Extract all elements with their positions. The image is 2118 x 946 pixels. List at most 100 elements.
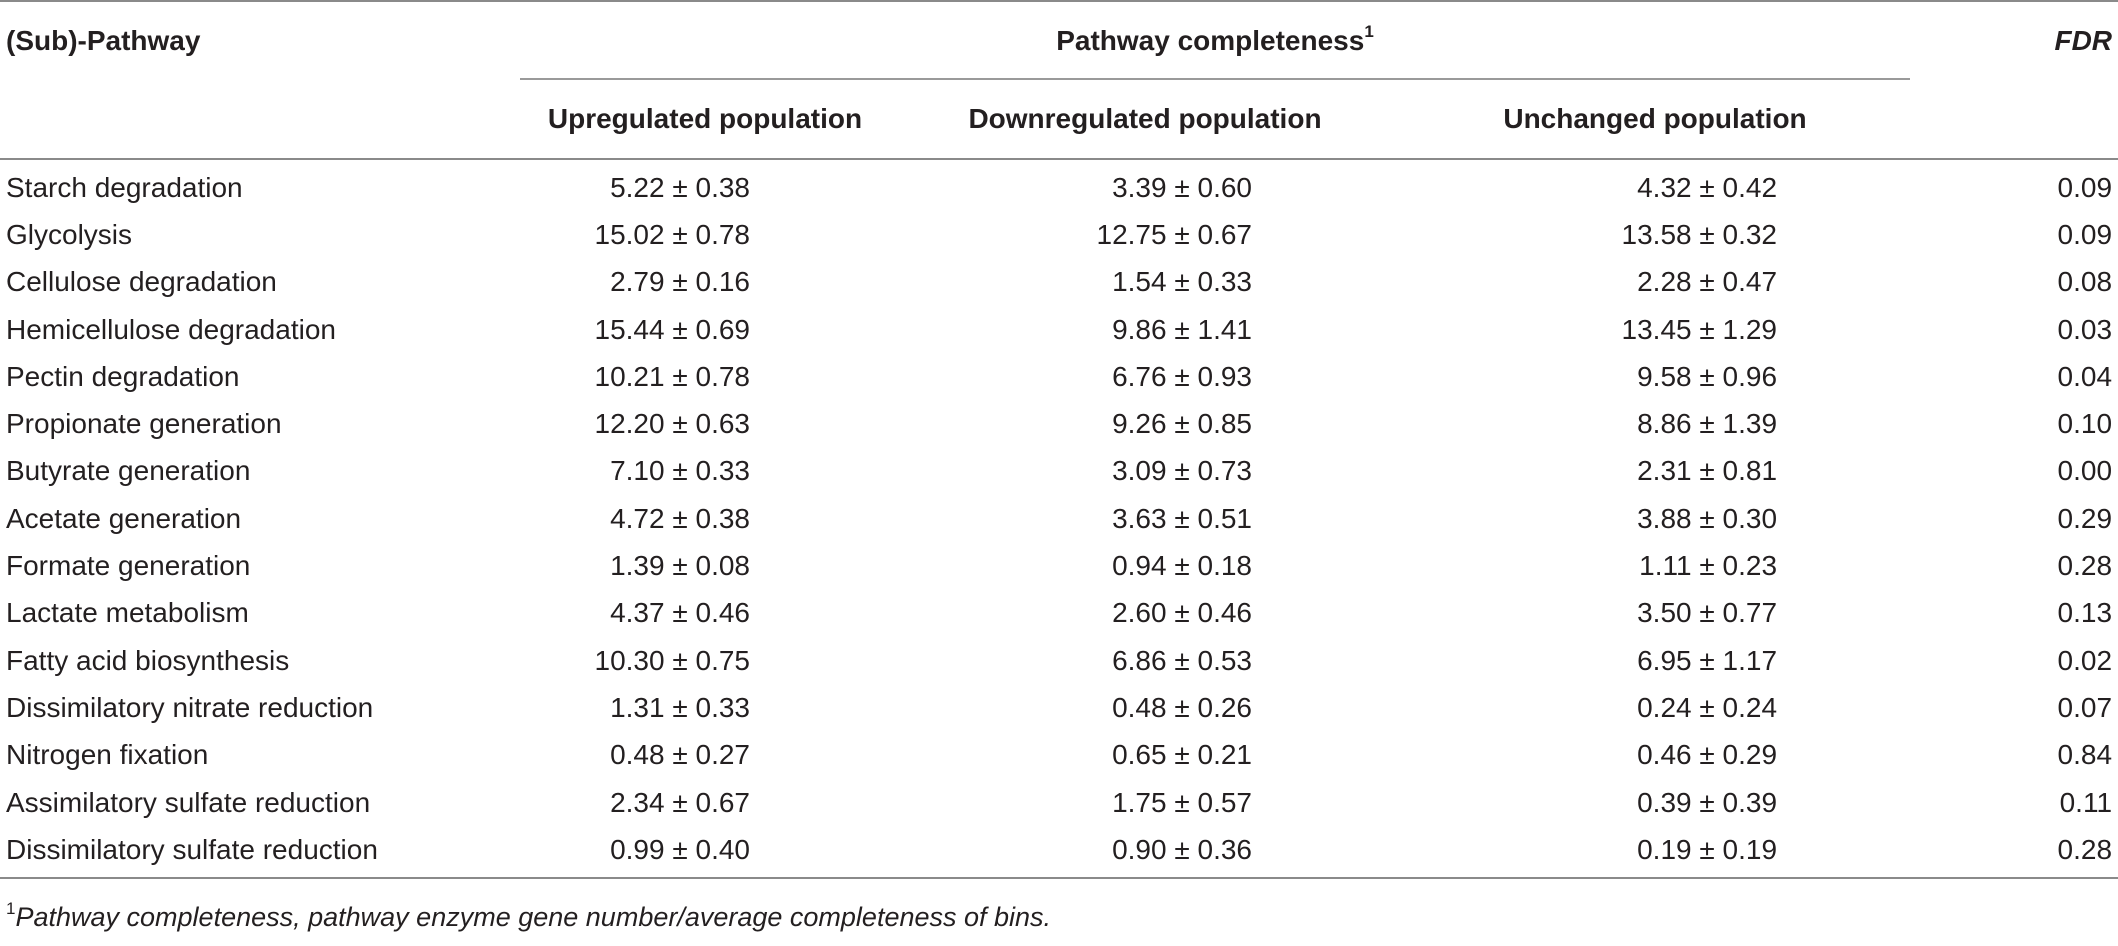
header-empty-path: [0, 80, 520, 160]
cell-downregulated: 9.26 ± 0.85: [1112, 408, 1252, 440]
header-fdr: FDR: [1910, 0, 2118, 80]
cell-downregulated: 2.60 ± 0.46: [1112, 597, 1252, 629]
cell-fdr: 0.28: [1910, 826, 2118, 880]
cell-pathway: Glycolysis: [6, 218, 133, 250]
cell-upregulated: 1.39 ± 0.08: [610, 550, 750, 582]
cell-fdr: 0.04: [2057, 360, 2113, 392]
cell-unchanged: 1.11 ± 0.23: [1639, 550, 1778, 582]
header-downregulated: Downregulated population: [890, 80, 1400, 160]
cell-pathway: Starch degradation: [6, 171, 243, 203]
table-row: Hemicellulose degradation 15.44 ± 0.69 9.8…: [0, 306, 2118, 353]
header-empty-fdr: [1910, 80, 2118, 160]
cell-unchanged: 2.31 ± 0.81: [1637, 455, 1778, 487]
pathway-table-container: (Sub)-Pathway Pathway completeness1 FDR …: [0, 0, 2118, 880]
cell-unchanged: 0.39 ± 0.39: [1637, 786, 1778, 818]
cell-fdr: 0.07: [2057, 691, 2113, 723]
cell-unchanged: 0.19 ± 0.19: [1400, 826, 1911, 880]
cell-upregulated: 4.72 ± 0.38: [610, 502, 750, 534]
cell-pathway: Pectin degradation: [6, 360, 240, 392]
cell-downregulated: 3.39 ± 0.60: [1112, 171, 1252, 203]
cell-downregulated: 1.54 ± 0.33: [1112, 266, 1252, 298]
header-row-group: (Sub)-Pathway Pathway completeness1 FDR: [0, 0, 2118, 80]
cell-fdr: 0.08: [2057, 266, 2113, 298]
cell-fdr: 0.09: [2057, 171, 2113, 203]
table-row: Acetate generation 4.72 ± 0.38 3.63 ± 0.51…: [0, 495, 2118, 542]
cell-fdr: 0.02: [2057, 644, 2113, 676]
cell-upregulated: 10.30 ± 0.75: [594, 644, 751, 676]
cell-pathway: Lactate metabolism: [6, 597, 249, 629]
table-row: Nitrogen fixation 0.48 ± 0.27 0.65 ± 0.21 0…: [0, 732, 2118, 779]
cell-unchanged: 0.46 ± 0.29: [1637, 739, 1778, 771]
cell-downregulated: 6.86 ± 0.53: [1112, 644, 1252, 676]
table-row: Dissimilatory sulfate reduction 0.99 ± 0.…: [0, 826, 2118, 880]
table-row: Assimilatory sulfate reduction 2.34 ± 0.6…: [0, 779, 2118, 826]
table-body: Starch degradation 5.22 ± 0.38 3.39 ± 0.60…: [0, 159, 2118, 880]
header-pathway-completeness-label: Pathway completeness: [1056, 25, 1365, 56]
cell-pathway: Acetate generation: [6, 502, 242, 534]
table-header: (Sub)-Pathway Pathway completeness1 FDR …: [0, 0, 2118, 160]
cell-unchanged: 4.32 ± 0.42: [1637, 171, 1778, 203]
cell-fdr: 0.11: [2059, 786, 2113, 818]
footnote-text: Pathway completeness, pathway enzyme gen…: [15, 902, 1052, 932]
cell-pathway: Cellulose degradation: [6, 266, 277, 298]
cell-upregulated: 12.20 ± 0.63: [594, 408, 751, 440]
table-row: Dissimilatory nitrate reduction 1.31 ± 0.…: [0, 684, 2118, 731]
table-row: Butyrate generation 7.10 ± 0.33 3.09 ± 0.7…: [0, 448, 2118, 495]
cell-pathway: Nitrogen fixation: [6, 739, 209, 771]
cell-fdr: 0.28: [2057, 550, 2113, 582]
cell-upregulated: 10.21 ± 0.78: [594, 360, 751, 392]
cell-unchanged: 3.50 ± 0.77: [1637, 597, 1778, 629]
cell-pathway: Formate generation: [6, 550, 251, 582]
cell-unchanged: 2.28 ± 0.47: [1637, 266, 1778, 298]
cell-pathway: Hemicellulose degradation: [6, 313, 336, 345]
footnote-mark: 1: [6, 899, 16, 918]
cell-pathway: Butyrate generation: [6, 455, 251, 487]
table-row: Cellulose degradation 2.79 ± 0.16 1.54 ± 0…: [0, 259, 2118, 306]
header-upregulated: Upregulated population: [520, 80, 890, 160]
cell-pathway: Dissimilatory sulfate reduction: [0, 826, 520, 880]
table-row: Lactate metabolism 4.37 ± 0.46 2.60 ± 0.46…: [0, 590, 2118, 637]
header-footnote-mark: 1: [1364, 21, 1374, 41]
cell-unchanged: 13.58 ± 0.32: [1621, 218, 1778, 250]
cell-pathway: Propionate generation: [6, 408, 282, 440]
table-row: Propionate generation 12.20 ± 0.63 9.26 ± …: [0, 400, 2118, 447]
cell-upregulated: 5.22 ± 0.38: [610, 171, 750, 203]
cell-pathway: Fatty acid biosynthesis: [6, 644, 290, 676]
cell-unchanged: 6.95 ± 1.17: [1637, 644, 1778, 676]
table-row: Fatty acid biosynthesis 10.30 ± 0.75 6.86 …: [0, 637, 2118, 684]
cell-downregulated: 0.48 ± 0.26: [1112, 691, 1252, 723]
table-row: Starch degradation 5.22 ± 0.38 3.39 ± 0.60…: [0, 159, 2118, 211]
cell-fdr: 0.29: [2057, 502, 2113, 534]
pathway-completeness-table: (Sub)-Pathway Pathway completeness1 FDR …: [0, 0, 2118, 880]
cell-upregulated: 2.34 ± 0.67: [610, 786, 750, 818]
group-span-rule: [520, 78, 1911, 80]
cell-upregulated: 4.37 ± 0.46: [610, 597, 750, 629]
cell-unchanged: 9.58 ± 0.96: [1637, 360, 1778, 392]
header-pathway-completeness: Pathway completeness1: [520, 0, 1911, 80]
header-row-sub: Upregulated population Downregulated pop…: [0, 80, 2118, 160]
cell-downregulated: 0.65 ± 0.21: [1112, 739, 1252, 771]
cell-unchanged: 3.88 ± 0.30: [1637, 502, 1778, 534]
cell-upregulated: 7.10 ± 0.33: [610, 455, 750, 487]
cell-fdr: 0.84: [2057, 739, 2113, 771]
cell-downregulated: 0.94 ± 0.18: [1112, 550, 1252, 582]
cell-downregulated: 12.75 ± 0.67: [1096, 218, 1253, 250]
cell-downregulated: 3.09 ± 0.73: [1112, 455, 1252, 487]
cell-downregulated: 9.86 ± 1.41: [1112, 313, 1252, 345]
cell-pathway: Dissimilatory nitrate reduction: [6, 691, 374, 723]
cell-upregulated: 15.02 ± 0.78: [594, 218, 751, 250]
table-footnote: 1Pathway completeness, pathway enzyme ge…: [6, 899, 1052, 933]
cell-pathway: Assimilatory sulfate reduction: [6, 786, 371, 818]
cell-downregulated: 6.76 ± 0.93: [1112, 360, 1252, 392]
cell-downregulated: 1.75 ± 0.57: [1112, 786, 1252, 818]
cell-unchanged: 8.86 ± 1.39: [1637, 408, 1778, 440]
table-row: Formate generation 1.39 ± 0.08 0.94 ± 0.18…: [0, 542, 2118, 589]
cell-upregulated: 15.44 ± 0.69: [594, 313, 751, 345]
table-row: Glycolysis 15.02 ± 0.78 12.75 ± 0.67 13.58 …: [0, 211, 2118, 258]
cell-upregulated: 0.48 ± 0.27: [610, 739, 750, 771]
cell-unchanged: 13.45 ± 1.29: [1621, 313, 1778, 345]
cell-fdr: 0.00: [2057, 455, 2113, 487]
cell-unchanged: 0.24 ± 0.24: [1637, 691, 1778, 723]
cell-upregulated: 2.79 ± 0.16: [610, 266, 750, 298]
cell-fdr: 0.09: [2057, 218, 2113, 250]
